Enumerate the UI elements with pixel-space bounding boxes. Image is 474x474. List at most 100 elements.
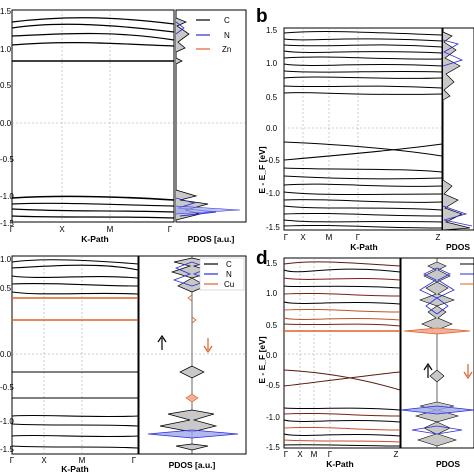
panel-a-pdos-label: PDOS [a.u.] <box>188 234 235 244</box>
panel-c-ytick-label: 0.5 <box>0 284 12 293</box>
panel-c-x-tick-labels: Γ X M Γ <box>10 456 137 465</box>
panel-c-xlabel: K-Path <box>61 464 88 474</box>
panel-c-xtick-label: Γ <box>10 456 15 465</box>
spin-up-arrow-icon <box>423 362 433 378</box>
spin-up-arrow-icon <box>157 334 167 350</box>
panel-d-pdos-plot <box>400 257 474 449</box>
panel-b-pdos-frame <box>442 27 474 231</box>
panel-d-xtick-label: Γ <box>284 450 289 459</box>
panel-a-bands-frame <box>11 9 175 223</box>
panel-c-xtick-label: Γ <box>132 456 137 465</box>
panel-d: d E - E_F [eV] 1.5 1.0 0.5 0.0 -0.5 -1.0… <box>256 248 474 469</box>
panel-d-y-tick-labels: 1.5 1.0 0.5 0.0 -0.5 -1.0 -1.5 <box>266 259 280 452</box>
panel-b-gridlines <box>284 28 442 230</box>
panel-c-ytick-label: -1.0 <box>0 417 14 426</box>
panel-d-bands-frame <box>283 257 401 449</box>
panel-b-xtick-label: Z <box>436 233 441 242</box>
panel-c-ytick-label: 0.0 <box>0 350 12 359</box>
panel-b-pdos-plot <box>442 27 474 231</box>
panel-c-legend-label: C <box>226 260 232 269</box>
panel-c-gridlines <box>12 256 138 454</box>
panel-a-ytick-label: 1.5 <box>0 7 12 16</box>
panel-d-xtick-label: M <box>311 450 318 459</box>
panel-a-bands <box>11 17 175 219</box>
panel-d-xtick-label: Z <box>394 450 399 459</box>
panel-d-spin-arrows <box>423 362 473 380</box>
panel-b-ytick-label: -0.5 <box>266 156 280 165</box>
panel-a-pdos-frame <box>175 9 247 223</box>
panel-c-bands-plot <box>11 255 213 455</box>
panel-d-bands-plot <box>283 257 473 449</box>
panel-c-ytick-label: -0.5 <box>0 383 14 392</box>
panel-b-ytick-label: 0.5 <box>266 93 278 102</box>
panel-b-pdos-label: PDOS <box>446 242 470 252</box>
panel-a-legend: C N Zn <box>196 16 231 54</box>
panel-c-legend-label: N <box>226 270 232 279</box>
panel-c-pdos-plot: C N Cu <box>138 255 247 455</box>
spin-down-arrow-icon <box>203 338 213 354</box>
panel-d-ytick-label: 0.5 <box>266 321 278 330</box>
panel-d-ytick-label: -1.0 <box>266 413 280 422</box>
panel-b-y-tick-labels: 1.5 1.0 0.5 0.0 -0.5 -1.0 -1.5 <box>266 26 280 232</box>
panel-a-pdos-plot: C N Zn <box>175 9 247 223</box>
panel-b-bands-plot <box>283 27 443 231</box>
panel-a-xtick-label: Γ <box>168 225 173 234</box>
panel-d-pdos-curves <box>400 261 474 447</box>
panel-b-ylabel: E - E_F [eV] <box>257 146 267 193</box>
panel-d-ytick-label: 1.0 <box>266 289 278 298</box>
panel-b-xlabel: K-Path <box>350 242 377 252</box>
panel-c-xtick-label: M <box>79 456 86 465</box>
panel-d-ytick-label: 1.5 <box>266 259 278 268</box>
panel-a: 1.5 1.0 0.5 0.0 -0.5 -1.0 -1.5 Γ X M Γ K… <box>0 7 247 244</box>
panel-d-x-tick-labels: Γ X M Γ Z <box>284 450 399 459</box>
panel-d-bands <box>283 261 401 447</box>
panel-a-x-tick-labels: Γ X M Γ <box>10 225 173 234</box>
panel-a-gridlines <box>12 10 174 222</box>
panel-d-letter: d <box>256 248 268 269</box>
panel-c-legend: C N Cu <box>199 257 245 291</box>
panel-d-xlabel: K-Path <box>326 459 353 469</box>
panel-b-ytick-label: -1.5 <box>266 223 280 232</box>
panel-d-xtick-label: Γ <box>328 450 333 459</box>
panel-a-xtick-label: Γ <box>10 225 15 234</box>
panel-c-pdos-label: PDOS [a.u.] <box>169 460 216 470</box>
panel-c-ytick-label: 1.0 <box>0 255 12 264</box>
panel-c-spin-arrows <box>157 334 213 354</box>
panel-b-ytick-label: 1.0 <box>266 59 278 68</box>
panel-a-pdos-curves <box>175 17 241 221</box>
panel-a-legend-label: N <box>224 31 230 40</box>
panel-b-ytick-label: 1.5 <box>266 26 278 35</box>
panel-c-ytick-label: -1.5 <box>0 445 14 454</box>
panel-d-xtick-label: X <box>297 450 303 459</box>
panel-a-xlabel: K-Path <box>81 234 108 244</box>
panel-b: b E - E_F [eV] 1.5 1.0 0.5 0.0 -0.5 -1.0… <box>256 6 474 252</box>
panel-b-letter: b <box>256 6 268 27</box>
panel-b-xtick-label: Γ <box>356 233 361 242</box>
spin-down-arrow-icon <box>463 364 473 380</box>
panel-d-gridlines <box>284 258 400 448</box>
panel-b-bands <box>283 31 443 229</box>
panel-d-ylabel: E - E_F [eV] <box>257 336 267 383</box>
panel-d-ytick-label: -1.5 <box>266 443 280 452</box>
panel-a-bands-plot <box>11 9 175 223</box>
panel-b-x-tick-labels: Γ X M Γ Z <box>284 233 441 242</box>
panel-c-bands <box>11 259 139 449</box>
panel-d-pdos-label: PDOS <box>436 459 460 469</box>
panel-a-xtick-label: M <box>107 225 114 234</box>
panel-d-ytick-label: 0.0 <box>266 351 278 360</box>
panel-a-legend-label: C <box>224 16 230 25</box>
panel-a-ytick-label: -1.5 <box>0 219 14 228</box>
panel-a-y-tick-labels: 1.5 1.0 0.5 0.0 -0.5 -1.0 -1.5 <box>0 7 14 228</box>
panel-a-ytick-label: 0.0 <box>0 119 12 128</box>
panel-c-pdos-frame <box>138 255 247 455</box>
panel-d-ytick-label: -0.5 <box>266 381 280 390</box>
panel-a-ytick-label: 1.0 <box>0 45 12 54</box>
panel-b-ytick-label: 0.0 <box>266 124 278 133</box>
panel-d-pdos-frame <box>400 257 474 449</box>
panel-d-legend-fragment <box>460 263 474 285</box>
panel-c-pdos-curves <box>147 257 239 451</box>
panel-b-ytick-label: -1.0 <box>266 189 280 198</box>
panel-b-bands-frame <box>283 27 443 231</box>
panel-b-xtick-label: Γ <box>284 233 289 242</box>
panel-c-bands-frame <box>11 255 139 455</box>
